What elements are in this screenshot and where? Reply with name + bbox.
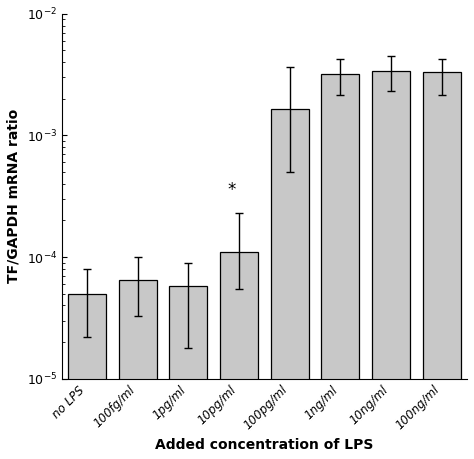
Bar xyxy=(118,280,157,459)
Bar xyxy=(271,109,309,459)
Bar xyxy=(220,252,258,459)
Bar xyxy=(321,74,359,459)
Bar xyxy=(423,72,461,459)
Y-axis label: TF/GAPDH mRNA ratio: TF/GAPDH mRNA ratio xyxy=(7,109,21,283)
Bar xyxy=(68,294,106,459)
Text: *: * xyxy=(227,181,236,199)
Bar xyxy=(169,286,208,459)
X-axis label: Added concentration of LPS: Added concentration of LPS xyxy=(155,438,374,452)
Bar xyxy=(372,71,410,459)
